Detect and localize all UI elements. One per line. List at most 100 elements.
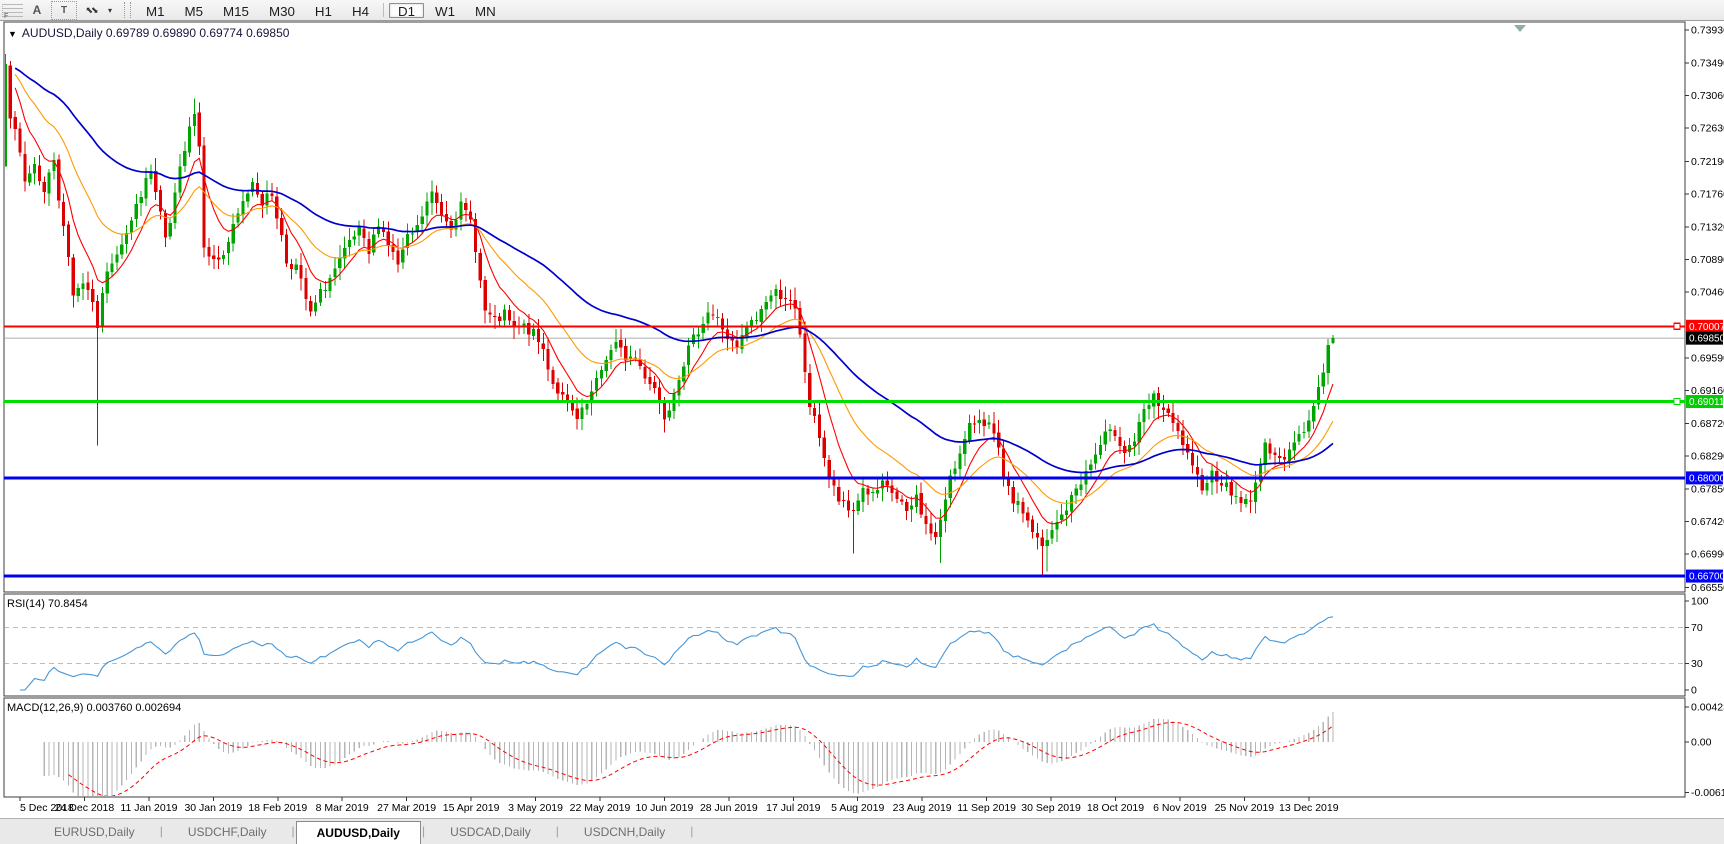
svg-text:22 May 2019: 22 May 2019 [570, 802, 631, 814]
ma-line-21 [14, 73, 1334, 505]
main-panel [3, 21, 1686, 593]
tab-eurusd[interactable]: EURUSD,Daily [54, 825, 135, 839]
ma-line-55 [14, 67, 1334, 474]
timeframe-button-m5[interactable]: M5 [176, 3, 213, 18]
tab-separator: | [690, 823, 694, 838]
svg-text:70: 70 [1691, 622, 1703, 634]
svg-text:100: 100 [1691, 596, 1709, 608]
hline-handle[interactable] [1673, 322, 1681, 330]
arrow-tools-icon[interactable]: ⬉⬊ [85, 4, 98, 15]
svg-text:15 Apr 2019: 15 Apr 2019 [443, 802, 500, 814]
svg-text:5 Dec 2018: 5 Dec 2018 [20, 802, 74, 814]
tab-usdchf[interactable]: USDCHF,Daily [187, 825, 267, 839]
main-chart-layer [5, 54, 1684, 577]
svg-text:27 Mar 2019: 27 Mar 2019 [377, 802, 436, 814]
svg-text:0.68000: 0.68000 [1689, 473, 1724, 484]
svg-text:18 Oct 2019: 18 Oct 2019 [1087, 802, 1144, 814]
candlestick-series [5, 54, 1335, 577]
chart-shift-marker-icon[interactable] [1514, 25, 1526, 32]
svg-text:3 May 2019: 3 May 2019 [508, 802, 563, 814]
rsi-line [20, 616, 1334, 691]
svg-text:11 Jan 2019: 11 Jan 2019 [120, 802, 177, 814]
timeframe-button-w1[interactable]: W1 [426, 3, 464, 18]
svg-text:6 Nov 2019: 6 Nov 2019 [1153, 802, 1207, 814]
svg-text:24 Dec 2018: 24 Dec 2018 [55, 802, 115, 814]
text-label-icon[interactable]: T [51, 0, 77, 20]
tab-separator: | [159, 823, 163, 838]
toolbar: F A T ⬉⬊ ▾ M1 M5 M15 M30 H1 H4 D1 W1 MN [0, 0, 1724, 21]
fibonacci-icon-letter: F [4, 12, 9, 20]
toolbar-grip[interactable] [124, 2, 131, 18]
price-badge [1686, 319, 1723, 333]
svg-text:30 Jan 2019: 30 Jan 2019 [184, 802, 242, 814]
macd-layer [43, 711, 1334, 796]
tab-separator: | [555, 823, 559, 838]
timeframe-button-mn[interactable]: MN [466, 3, 505, 18]
timeframe-button-m15[interactable]: M15 [214, 3, 258, 18]
svg-text:18 Feb 2019: 18 Feb 2019 [248, 802, 307, 814]
macd-panel [3, 697, 1686, 798]
timeframe-button-m1[interactable]: M1 [137, 3, 174, 18]
tab-usdcnh[interactable]: USDCNH,Daily [583, 825, 666, 839]
svg-text:0: 0 [1691, 685, 1697, 697]
price-badge [1686, 569, 1723, 583]
svg-text:0.69011: 0.69011 [1689, 397, 1724, 408]
macd-histogram [43, 711, 1334, 796]
tab-usdcad[interactable]: USDCAD,Daily [450, 825, 531, 839]
chart-menu-arrow-icon[interactable]: ▼ [8, 29, 17, 39]
svg-text:23 Aug 2019: 23 Aug 2019 [893, 802, 952, 814]
text-icon[interactable]: A [32, 3, 42, 17]
rsi-layer [5, 616, 1684, 691]
timeframe-button-d1[interactable]: D1 [389, 2, 425, 18]
svg-text:0.66700: 0.66700 [1689, 572, 1724, 583]
svg-text:0.69850: 0.69850 [1689, 334, 1724, 345]
svg-text:11 Sep 2019: 11 Sep 2019 [957, 802, 1016, 814]
timeframe-button-m30[interactable]: M30 [260, 3, 304, 18]
macd-signal-line [68, 721, 1334, 796]
dropdown-caret-icon[interactable]: ▾ [107, 5, 112, 15]
svg-text:0.70007: 0.70007 [1689, 322, 1724, 333]
svg-text:0.00: 0.00 [1691, 737, 1712, 749]
fibonacci-icon[interactable]: F [2, 3, 23, 20]
svg-text:-0.00610: -0.00610 [1691, 787, 1724, 799]
svg-text:8 Mar 2019: 8 Mar 2019 [316, 802, 369, 814]
rsi-panel [3, 593, 1686, 697]
chart-title-text: AUDUSD,Daily 0.69789 0.69890 0.69774 0.6… [21, 26, 290, 40]
tab-audusd[interactable]: AUDUSD,Daily [295, 821, 421, 844]
rsi-indicator-label: RSI(14) 70.8454 [7, 598, 88, 610]
price-badge [1686, 471, 1723, 485]
svg-text:5 Aug 2019: 5 Aug 2019 [831, 802, 884, 814]
timeframe-button-h1[interactable]: H1 [306, 3, 341, 18]
svg-text:17 Jul 2019: 17 Jul 2019 [766, 802, 820, 814]
chart-title: ▼ AUDUSD,Daily 0.69789 0.69890 0.69774 0.… [8, 26, 289, 40]
tab-separator: | [421, 823, 426, 838]
svg-text:10 Jun 2019: 10 Jun 2019 [636, 802, 694, 814]
svg-text:30: 30 [1691, 658, 1703, 670]
svg-text:30 Sep 2019: 30 Sep 2019 [1021, 802, 1081, 814]
hline-handle[interactable] [1673, 397, 1681, 406]
toolbar-separator [383, 3, 384, 17]
tab-separator: | [291, 823, 295, 838]
svg-text:25 Nov 2019: 25 Nov 2019 [1215, 802, 1275, 814]
price-badge [1686, 331, 1723, 345]
timeframe-button-h4[interactable]: H4 [343, 3, 378, 18]
svg-text:13 Dec 2019: 13 Dec 2019 [1279, 802, 1339, 814]
